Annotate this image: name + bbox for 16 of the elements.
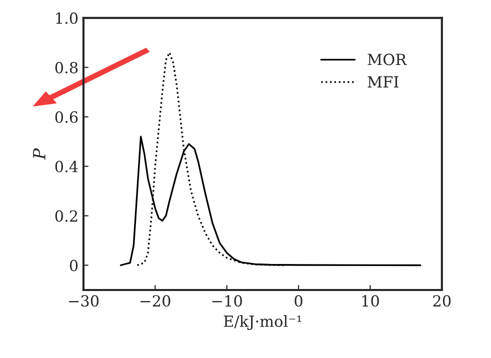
y-tick-label: 0.6 <box>55 111 78 123</box>
y-tick-label: 0.8 <box>55 62 78 74</box>
x-tick-label: 20 <box>433 295 451 307</box>
x-tick-label: −30 <box>68 295 99 307</box>
y-tick-label: 1.0 <box>56 12 78 24</box>
x-tick-label: −10 <box>212 295 242 307</box>
y-tick-label: 0.4 <box>55 160 78 172</box>
y-tick-label: 0 <box>70 260 78 272</box>
x-tick-label: 0 <box>294 295 302 307</box>
x-tick-label: −20 <box>140 295 170 307</box>
legend-label: MOR <box>368 54 408 66</box>
x-tick-label: 10 <box>362 295 379 307</box>
x-axis-title: E/kJ·mol⁻¹ <box>224 315 302 330</box>
legend-label: MFI <box>368 76 398 88</box>
y-tick-label: 0.2 <box>55 210 78 222</box>
y-axis-title: P <box>33 148 46 160</box>
